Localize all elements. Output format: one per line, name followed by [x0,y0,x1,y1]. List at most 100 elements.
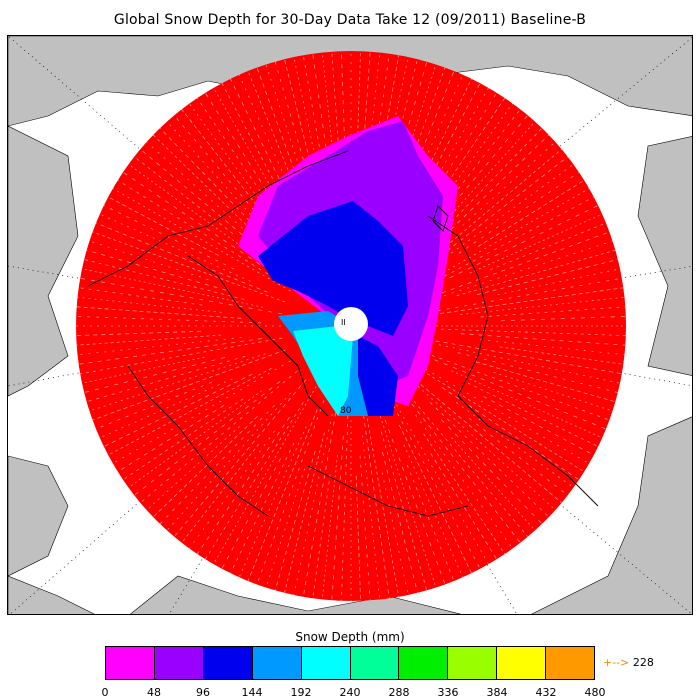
orbit-streak [403,444,464,578]
orbit-streak [500,316,626,322]
orbit-streak [204,92,272,200]
map-frame [7,35,693,615]
colorbar-swatch-8 [497,647,547,679]
orbit-streak [134,381,281,496]
orbit-streak [381,472,409,596]
orbit-streak [166,392,292,531]
orbit-streak [128,164,247,250]
orbit-streak [95,222,268,293]
colorbar-tick-label: 336 [437,686,459,699]
orbit-streak [341,415,349,601]
colorbar-tick-label: 96 [196,686,210,699]
land-masses [8,36,692,614]
orbit-streak [76,330,202,336]
land-west-lower [8,455,69,577]
orbit-streak [440,328,626,336]
orbit-streak [421,83,481,194]
colorbar-tick-label: 432 [535,686,557,699]
orbit-streak [159,127,261,233]
orbit-streak [395,115,529,273]
orbit-streak [221,458,281,569]
orbit-streak [159,404,275,525]
orbit-streak [468,418,568,496]
orbit-streak [449,205,599,279]
land-west [8,125,79,397]
orbit-streak [441,419,543,525]
colorbar-swatch-4 [301,647,351,679]
orbit-streak [362,394,400,597]
orbit-streak [213,386,317,565]
orbit-streak [95,381,213,430]
snow-depth-zones [238,116,458,416]
orbit-streak [455,402,574,488]
colorbar-swatch-5 [350,647,400,679]
colorbar [105,646,595,680]
orbit-streak [429,402,550,518]
orbit-streak [80,337,283,375]
orbit-streak [92,231,286,303]
orbit-streak [103,373,253,447]
orbit-streak [122,171,261,265]
zone-cyan [293,326,353,416]
orbit-streak [89,353,266,412]
orbit-streak [483,396,594,456]
orbit-streak [80,277,283,315]
zone-blue-lower [358,336,398,416]
orbit-streak [204,402,304,560]
orbit-streak [430,196,594,285]
orbit-streak [499,346,624,365]
orbit-streak [451,437,536,531]
land-southwest [8,575,95,614]
colorbar-swatch-2 [203,647,253,679]
orbit-streak [444,134,550,236]
colorbar-swatch-6 [399,647,449,679]
orbit-streak [427,373,585,473]
orbit-streak [477,259,618,295]
map-title: Global Snow Depth for 30-Day Data Take 1… [113,12,587,28]
colorbar-tick-label: 48 [147,686,161,699]
latitude-label: 80 [340,406,352,416]
orbit-streak [302,394,340,597]
orbit-streak [173,379,307,537]
orbit-streak [480,306,626,318]
colorbar-swatch-0 [106,647,155,679]
orbit-streak [458,171,580,254]
colorbar-tick-label: 192 [290,686,312,699]
orbit-streak [213,87,317,266]
orbit-streak [359,455,371,601]
orbit-streak [81,268,264,308]
orbit-streak [457,352,618,393]
orbit-streak [140,370,298,504]
orbit-streak [404,148,562,282]
orbit-streak [152,416,258,518]
orbit-streak [364,52,381,197]
orbit-streak [86,249,227,291]
orbit-streak [392,405,481,569]
orbit-streak [99,378,233,439]
orbit-streak [438,344,621,384]
land-east [637,136,692,376]
orbit-streak [421,156,568,271]
orbit-streak [117,405,225,473]
max-value: 228 [632,656,654,669]
colorbar-swatch-3 [252,647,302,679]
orbit-streak [443,109,521,209]
orbit-streak [331,435,344,601]
orbit-streak [77,296,222,313]
orbit-streak [374,391,446,585]
orbit-streak [417,385,556,511]
orbit-streak [434,359,607,430]
land-southeast [531,416,692,614]
orbit-streak [406,464,455,582]
orbit-streak [181,443,259,543]
orbit-streak [274,450,316,591]
snow-depth-map [8,36,692,614]
orbit-streak [363,415,390,599]
orbit-streak [469,213,603,274]
orbit-streak [416,231,610,303]
orbit-streak [76,334,222,346]
orbit-streak [475,361,616,403]
pole-marker: II [341,318,346,327]
orbit-streak [423,433,506,555]
colorbar-swatch-9 [546,647,595,679]
